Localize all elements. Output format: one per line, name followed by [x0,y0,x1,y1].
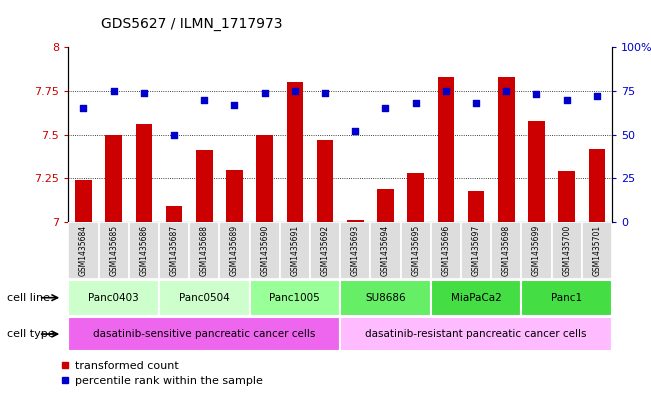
Bar [347,220,363,222]
Bar [400,222,431,279]
Point [320,90,330,96]
Bar [129,222,159,279]
Bar [521,222,551,279]
Text: GSM1435699: GSM1435699 [532,225,541,276]
Bar [310,222,340,279]
Text: GSM1435688: GSM1435688 [200,225,209,276]
Point [109,88,119,94]
Bar [528,121,545,222]
Text: GSM1435701: GSM1435701 [592,225,602,276]
Text: dasatinib-sensitive pancreatic cancer cells: dasatinib-sensitive pancreatic cancer ce… [93,329,316,339]
Text: GSM1435684: GSM1435684 [79,225,88,276]
Text: dasatinib-resistant pancreatic cancer cells: dasatinib-resistant pancreatic cancer ce… [365,329,587,339]
Point [441,88,451,94]
Point [169,131,179,138]
Legend: transformed count, percentile rank within the sample: transformed count, percentile rank withi… [61,361,263,386]
Bar [461,222,491,279]
Text: MiaPaCa2: MiaPaCa2 [450,293,501,303]
Point [410,100,421,106]
Bar [98,222,129,279]
Point [139,90,149,96]
Point [199,96,210,103]
Text: GDS5627 / ILMN_1717973: GDS5627 / ILMN_1717973 [101,17,283,31]
Bar [467,191,484,222]
Bar [135,124,152,222]
Text: cell line: cell line [7,293,49,303]
Bar [582,222,612,279]
Point [380,105,391,112]
Point [350,128,361,134]
Text: Panc1005: Panc1005 [270,293,320,303]
Bar [551,222,582,279]
Bar [256,135,273,222]
Bar [340,222,370,279]
Text: GSM1435698: GSM1435698 [502,225,511,276]
Bar [317,140,333,222]
Bar [249,222,280,279]
Text: cell type: cell type [7,329,54,339]
Text: GSM1435686: GSM1435686 [139,225,148,276]
Point [260,90,270,96]
Bar [166,206,182,222]
Point [501,88,512,94]
Bar [370,222,400,279]
Bar [589,149,605,222]
Bar [491,222,521,279]
Bar [437,77,454,222]
Text: Panc1: Panc1 [551,293,582,303]
Bar [68,317,340,351]
Point [229,102,240,108]
Bar [159,280,249,316]
Text: GSM1435700: GSM1435700 [562,225,571,276]
Bar [286,82,303,222]
Text: GSM1435693: GSM1435693 [351,225,360,276]
Bar [377,189,394,222]
Bar [189,222,219,279]
Text: GSM1435687: GSM1435687 [169,225,178,276]
Text: GSM1435697: GSM1435697 [471,225,480,276]
Bar [159,222,189,279]
Bar [249,280,340,316]
Point [290,88,300,94]
Text: GSM1435694: GSM1435694 [381,225,390,276]
Text: GSM1435691: GSM1435691 [290,225,299,276]
Bar [226,170,243,222]
Text: Panc0403: Panc0403 [89,293,139,303]
Bar [340,280,431,316]
Text: GSM1435685: GSM1435685 [109,225,118,276]
Bar [196,151,213,222]
Bar [280,222,310,279]
Bar [431,222,461,279]
Point [561,96,572,103]
Text: GSM1435689: GSM1435689 [230,225,239,276]
Bar [75,180,92,222]
Text: GSM1435696: GSM1435696 [441,225,450,276]
Point [531,91,542,97]
Text: GSM1435692: GSM1435692 [320,225,329,276]
Text: GSM1435690: GSM1435690 [260,225,269,276]
Bar [521,280,612,316]
Point [592,93,602,99]
Text: Panc0504: Panc0504 [179,293,230,303]
Bar [559,171,575,222]
Text: GSM1435695: GSM1435695 [411,225,420,276]
Bar [340,317,612,351]
Bar [68,280,159,316]
Point [471,100,481,106]
Bar [105,135,122,222]
Text: SU8686: SU8686 [365,293,406,303]
Bar [219,222,249,279]
Bar [431,280,521,316]
Bar [498,77,514,222]
Point [78,105,89,112]
Bar [68,222,98,279]
Bar [408,173,424,222]
